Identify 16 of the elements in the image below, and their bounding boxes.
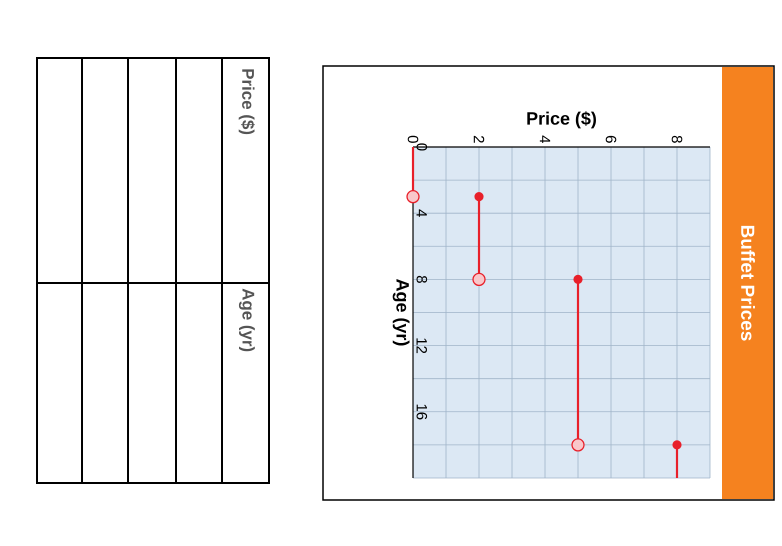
x-tick-label: 4 <box>540 136 550 144</box>
point <box>672 440 682 450</box>
y-axis-title: Age (yr) <box>392 279 410 346</box>
text: Buffet Prices <box>741 226 755 341</box>
x-axis-title: Price ($) <box>527 111 596 128</box>
y-tick-label: 8 <box>416 276 428 283</box>
text: Price ($) <box>238 69 255 134</box>
x-tick-label: 2 <box>474 136 484 143</box>
x-tick-label: 8 <box>672 136 682 143</box>
point <box>406 190 420 204</box>
x-tick-label: 0 <box>408 136 418 143</box>
text: Age (yr) <box>238 288 255 352</box>
y-tick-label: 16 <box>416 404 428 420</box>
x-tick-label: 6 <box>606 136 616 143</box>
y-tick-label: 12 <box>416 338 427 354</box>
y-tick-label: 4 <box>416 209 427 217</box>
